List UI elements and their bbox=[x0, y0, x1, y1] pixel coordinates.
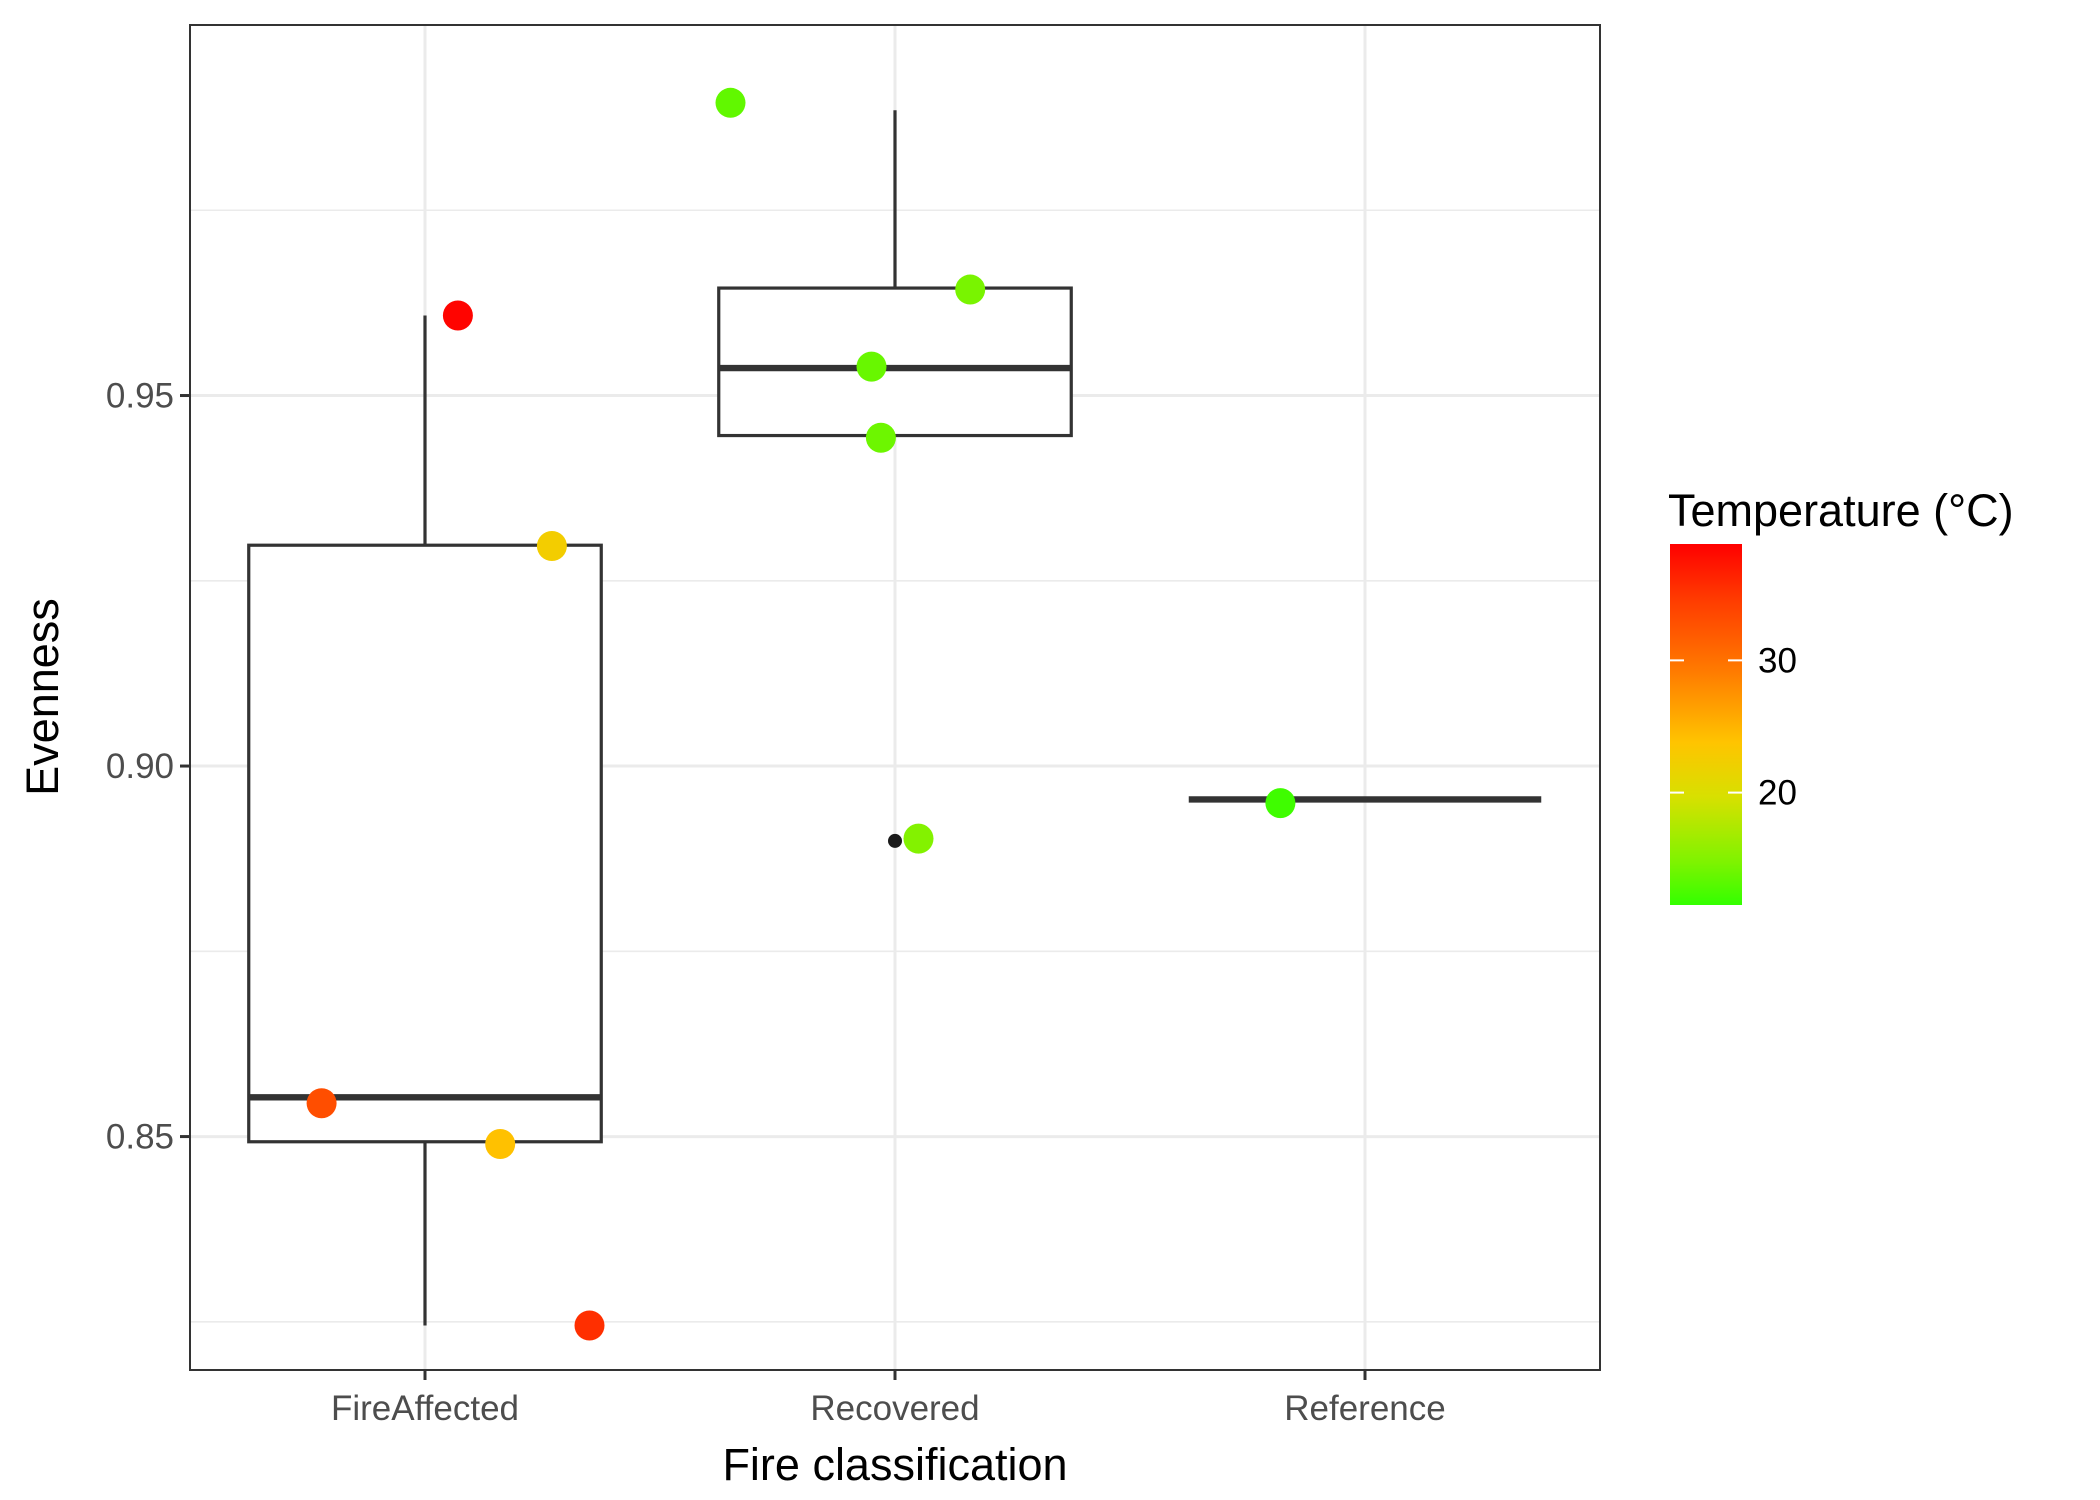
data-point bbox=[1265, 788, 1296, 819]
y-tick-label: 0.90 bbox=[106, 747, 174, 786]
legend-tick-label: 20 bbox=[1758, 774, 1797, 813]
data-point bbox=[574, 1310, 605, 1341]
legend-tick-label: 30 bbox=[1758, 641, 1797, 680]
box-layer bbox=[247, 110, 1542, 1326]
data-point bbox=[536, 530, 567, 561]
legend-colorbar bbox=[1670, 544, 1742, 905]
legend-title: Temperature (°C) bbox=[1668, 485, 2014, 536]
boxplot-fireaffected bbox=[247, 315, 603, 1326]
box-iqr bbox=[717, 286, 1073, 438]
x-axis-ticks: FireAffected Recovered Reference bbox=[331, 1370, 1446, 1428]
y-tick-label: 0.85 bbox=[106, 1118, 174, 1157]
y-axis-title: Evenness bbox=[17, 598, 68, 796]
data-point bbox=[442, 300, 473, 331]
boxplot-recovered bbox=[717, 110, 1073, 848]
data-point bbox=[485, 1128, 516, 1159]
outlier-point bbox=[888, 833, 902, 848]
box-iqr bbox=[247, 543, 603, 1144]
x-tick-label: FireAffected bbox=[331, 1389, 519, 1428]
data-point bbox=[865, 422, 896, 453]
data-point bbox=[715, 87, 746, 118]
y-tick-label: 0.95 bbox=[106, 377, 174, 416]
y-axis-ticks: 0.85 0.90 0.95 bbox=[106, 377, 190, 1157]
point-layer bbox=[306, 87, 1296, 1341]
x-tick-label: Recovered bbox=[810, 1389, 979, 1428]
x-tick-label: Reference bbox=[1284, 1389, 1445, 1428]
x-axis-title: Fire classification bbox=[722, 1439, 1067, 1490]
data-point bbox=[856, 351, 887, 382]
data-point bbox=[306, 1088, 337, 1119]
data-point bbox=[903, 823, 934, 854]
data-point bbox=[955, 274, 986, 305]
